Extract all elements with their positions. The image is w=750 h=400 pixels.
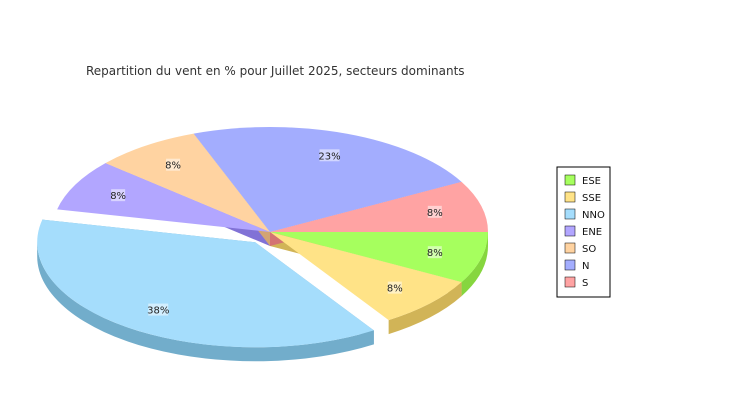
pie-slice-nno <box>37 219 374 348</box>
pie-slice-n <box>193 127 462 232</box>
legend-label-n: N <box>582 261 589 272</box>
legend-swatch-ese <box>564 174 576 186</box>
slice-labels: 8% 8% 38% 8% 8% 23% 8% <box>110 149 443 317</box>
slice-label-bg-sse <box>387 281 402 294</box>
slice-label-bg-n <box>319 149 340 162</box>
legend-swatch-ene <box>564 225 576 237</box>
pie-slice-side-nno <box>37 242 374 362</box>
slice-label-bg-ese <box>427 246 442 259</box>
legend-swatch-n <box>564 259 576 271</box>
slice-label-ese: 8% <box>427 248 443 259</box>
pie-slice-side-ese <box>461 232 488 297</box>
slice-label-bg-ene <box>111 189 126 202</box>
pie-slice-ene <box>57 163 270 232</box>
legend-label-ese: ESE <box>582 176 601 187</box>
legend-label-so: SO <box>582 244 596 255</box>
pie-slice-s <box>270 181 488 232</box>
slice-label-nno: 38% <box>147 306 169 317</box>
chart-legend: ESE SSE NNO ENE SO NS <box>556 166 611 298</box>
pie-slice-tops <box>37 127 488 348</box>
slice-label-s: 8% <box>427 208 443 219</box>
slice-label-bg-s <box>427 205 442 218</box>
pie-slice-ese <box>270 232 488 283</box>
chart-title: Repartition du vent en % pour Juillet 20… <box>86 64 465 78</box>
pie-slice-side-sse <box>388 282 462 335</box>
slice-label-n: 23% <box>318 151 340 162</box>
legend-label-ene: ENE <box>582 227 602 238</box>
legend-swatch-s <box>564 276 576 288</box>
legend-swatch-nno <box>564 208 576 220</box>
pie-slice-so <box>105 133 270 232</box>
slice-label-bg-nno <box>148 303 169 316</box>
legend-label-s: S <box>582 278 588 289</box>
legend-swatch-sse <box>564 191 576 203</box>
pie-slice-sse <box>270 232 462 321</box>
slice-label-ene: 8% <box>110 191 126 202</box>
slice-label-so: 8% <box>165 161 181 172</box>
legend-label-sse: SSE <box>582 193 601 204</box>
legend-swatch-so <box>564 242 576 254</box>
legend-label-nno: NNO <box>582 210 605 221</box>
slice-label-sse: 8% <box>387 284 403 295</box>
slice-label-bg-so <box>166 158 181 171</box>
